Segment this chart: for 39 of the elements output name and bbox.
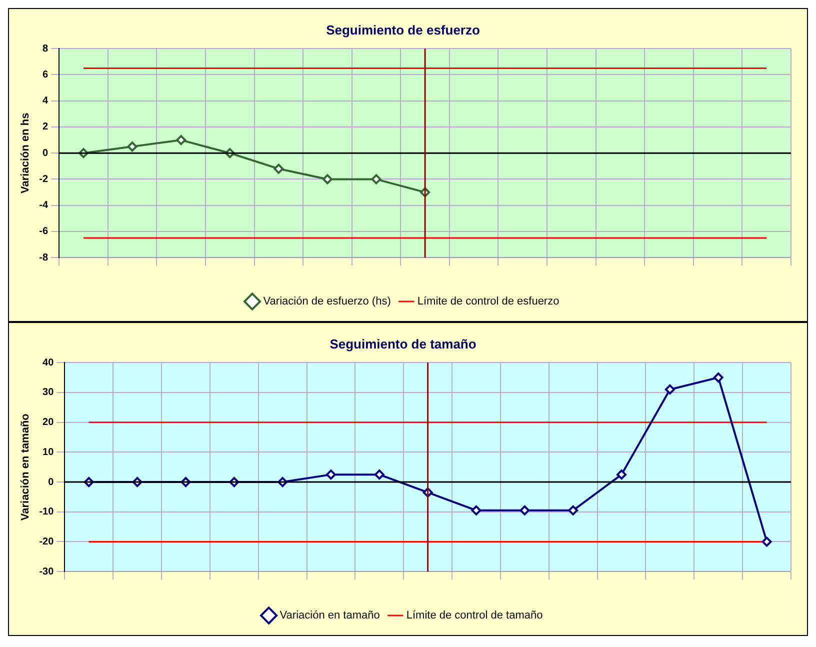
point (127, 142, 138, 152)
y-tick-label: 0 (48, 476, 54, 488)
point (713, 372, 724, 383)
point (568, 505, 578, 516)
point (520, 505, 530, 516)
point (326, 470, 336, 480)
y-tick-label: 20 (42, 417, 54, 428)
chart-title: Seguimiento de tamaño (330, 336, 476, 352)
legend-label: Límite de control de esfuerzo (417, 296, 560, 308)
chart-title: Seguimiento de esfuerzo (326, 22, 480, 38)
y-tick-label: 6 (42, 69, 49, 80)
point (616, 470, 627, 480)
legend-label: Variación en tamaño (280, 610, 380, 622)
y-tick-label: -6 (39, 226, 49, 238)
y-tick-label: 0 (42, 148, 49, 159)
y-tick-label: -2 (39, 174, 49, 185)
y-tick-label: -10 (39, 506, 54, 518)
y-axis-title: Variación en tamaño (20, 413, 32, 521)
y-tick-label: 8 (42, 43, 49, 54)
y-tick-label: 2 (42, 122, 49, 133)
legend-label: Límite de control de tamaño (406, 610, 543, 622)
y-tick-label: -30 (39, 566, 54, 578)
point (471, 505, 482, 516)
y-tick-label: -4 (39, 200, 49, 212)
point (371, 174, 382, 184)
point (762, 536, 772, 547)
legend-label: Variación de esfuerzo (hs) (263, 296, 391, 308)
point (374, 470, 384, 480)
y-tick-label: 30 (42, 387, 54, 398)
point (274, 164, 284, 174)
y-axis-title: Variación en hs (20, 112, 32, 194)
y-tick-label: -8 (39, 252, 49, 264)
y-tick-label: -20 (39, 536, 54, 548)
y-tick-label: 10 (42, 446, 54, 458)
y-tick-label: 4 (42, 96, 49, 107)
y-tick-label: 40 (42, 357, 54, 368)
point (322, 174, 332, 184)
point (664, 384, 675, 394)
point (176, 135, 186, 146)
